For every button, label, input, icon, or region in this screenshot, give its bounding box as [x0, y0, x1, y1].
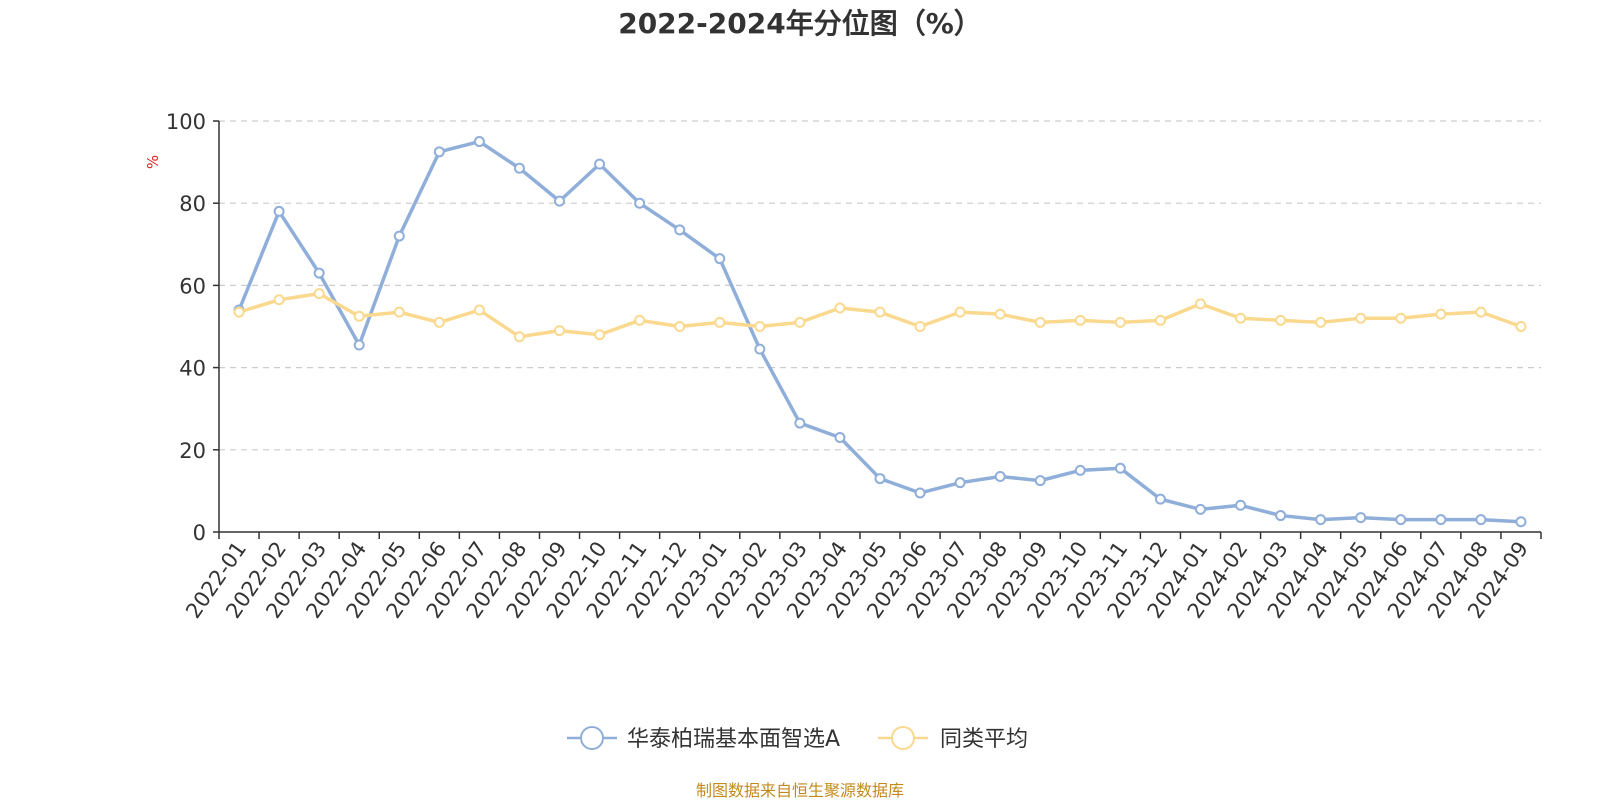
data-point[interactable]: [954, 306, 966, 318]
data-point[interactable]: [1235, 499, 1247, 511]
data-point[interactable]: [313, 267, 325, 279]
data-point[interactable]: [1515, 516, 1527, 528]
data-point[interactable]: [1194, 298, 1206, 310]
data-point[interactable]: [1034, 475, 1046, 487]
data-point[interactable]: [874, 306, 886, 318]
series-lines: [233, 136, 1527, 528]
data-point[interactable]: [554, 325, 566, 337]
data-point[interactable]: [1355, 312, 1367, 324]
data-point[interactable]: [1355, 512, 1367, 524]
legend-label: 华泰柏瑞基本面智选A: [627, 727, 840, 752]
data-point[interactable]: [233, 306, 245, 318]
data-point[interactable]: [473, 304, 485, 316]
data-point[interactable]: [473, 136, 485, 148]
data-point[interactable]: [914, 321, 926, 332]
data-point[interactable]: [1395, 312, 1407, 324]
data-point[interactable]: [674, 321, 686, 332]
y-tick-label: 20: [179, 439, 206, 463]
data-point[interactable]: [634, 314, 646, 326]
x-tick-labels: 2022-012022-022022-032022-042022-052022-…: [181, 537, 1533, 623]
legend-item-2[interactable]: 同类平均: [878, 726, 1028, 752]
y-tick-label: 100: [166, 110, 206, 134]
data-point[interactable]: [674, 224, 686, 236]
data-point[interactable]: [794, 417, 806, 429]
data-point[interactable]: [1475, 306, 1487, 318]
legend-marker: [580, 726, 604, 750]
series-1: [233, 136, 1527, 528]
data-point[interactable]: [1435, 308, 1447, 320]
data-point[interactable]: [1154, 314, 1166, 326]
data-point[interactable]: [393, 230, 405, 242]
data-point[interactable]: [513, 331, 525, 343]
data-point[interactable]: [273, 205, 285, 217]
data-point[interactable]: [994, 471, 1006, 483]
legend-marker: [891, 726, 915, 750]
data-point[interactable]: [594, 329, 606, 341]
y-tick-label: 60: [179, 274, 206, 298]
data-point[interactable]: [353, 339, 365, 351]
data-point[interactable]: [1515, 321, 1527, 332]
data-point[interactable]: [1235, 312, 1247, 324]
data-point[interactable]: [634, 197, 646, 209]
legend-item-1[interactable]: 华泰柏瑞基本面智选A: [567, 726, 840, 752]
data-point[interactable]: [393, 306, 405, 318]
data-point[interactable]: [433, 316, 445, 328]
data-point[interactable]: [994, 308, 1006, 320]
chart-title: 2022-2024年分位图（%）: [618, 7, 982, 40]
data-point[interactable]: [1074, 464, 1086, 476]
data-point[interactable]: [754, 321, 766, 332]
data-point[interactable]: [794, 316, 806, 328]
grid-lines: [219, 120, 1541, 451]
y-tick-labels: 0 20 40 60 80 100: [166, 110, 206, 545]
data-point[interactable]: [714, 316, 726, 328]
data-point[interactable]: [714, 253, 726, 265]
data-point[interactable]: [1074, 314, 1086, 326]
data-point[interactable]: [1275, 314, 1287, 326]
data-point[interactable]: [1154, 493, 1166, 505]
source-note: 制图数据来自恒生聚源数据库: [696, 781, 904, 800]
data-point[interactable]: [1475, 514, 1487, 526]
data-point[interactable]: [1034, 316, 1046, 328]
data-point[interactable]: [1275, 510, 1287, 522]
data-point[interactable]: [874, 473, 886, 485]
y-tick-label: 0: [193, 521, 206, 545]
data-point[interactable]: [1395, 514, 1407, 526]
data-point[interactable]: [273, 294, 285, 306]
series-line: [237, 139, 1523, 524]
data-point[interactable]: [513, 162, 525, 174]
y-axis-unit: %: [144, 155, 162, 169]
legend-label: 同类平均: [940, 727, 1028, 752]
series-2: [233, 288, 1527, 343]
data-point[interactable]: [834, 431, 846, 443]
axes: [213, 120, 1542, 539]
legend[interactable]: 华泰柏瑞基本面智选A 同类平均: [567, 726, 1028, 752]
data-point[interactable]: [754, 343, 766, 355]
y-tick-label: 80: [179, 192, 206, 216]
data-point[interactable]: [554, 195, 566, 207]
data-point[interactable]: [1114, 462, 1126, 474]
data-point[interactable]: [1315, 514, 1327, 526]
data-point[interactable]: [594, 158, 606, 170]
data-point[interactable]: [353, 310, 365, 322]
y-tick-label: 40: [179, 357, 206, 381]
data-point[interactable]: [433, 146, 445, 158]
data-point[interactable]: [1435, 514, 1447, 526]
data-point[interactable]: [1114, 316, 1126, 328]
data-point[interactable]: [954, 477, 966, 489]
data-point[interactable]: [1194, 503, 1206, 515]
data-point[interactable]: [1315, 316, 1327, 328]
data-point[interactable]: [834, 302, 846, 314]
data-point[interactable]: [313, 288, 325, 300]
data-point[interactable]: [914, 487, 926, 499]
